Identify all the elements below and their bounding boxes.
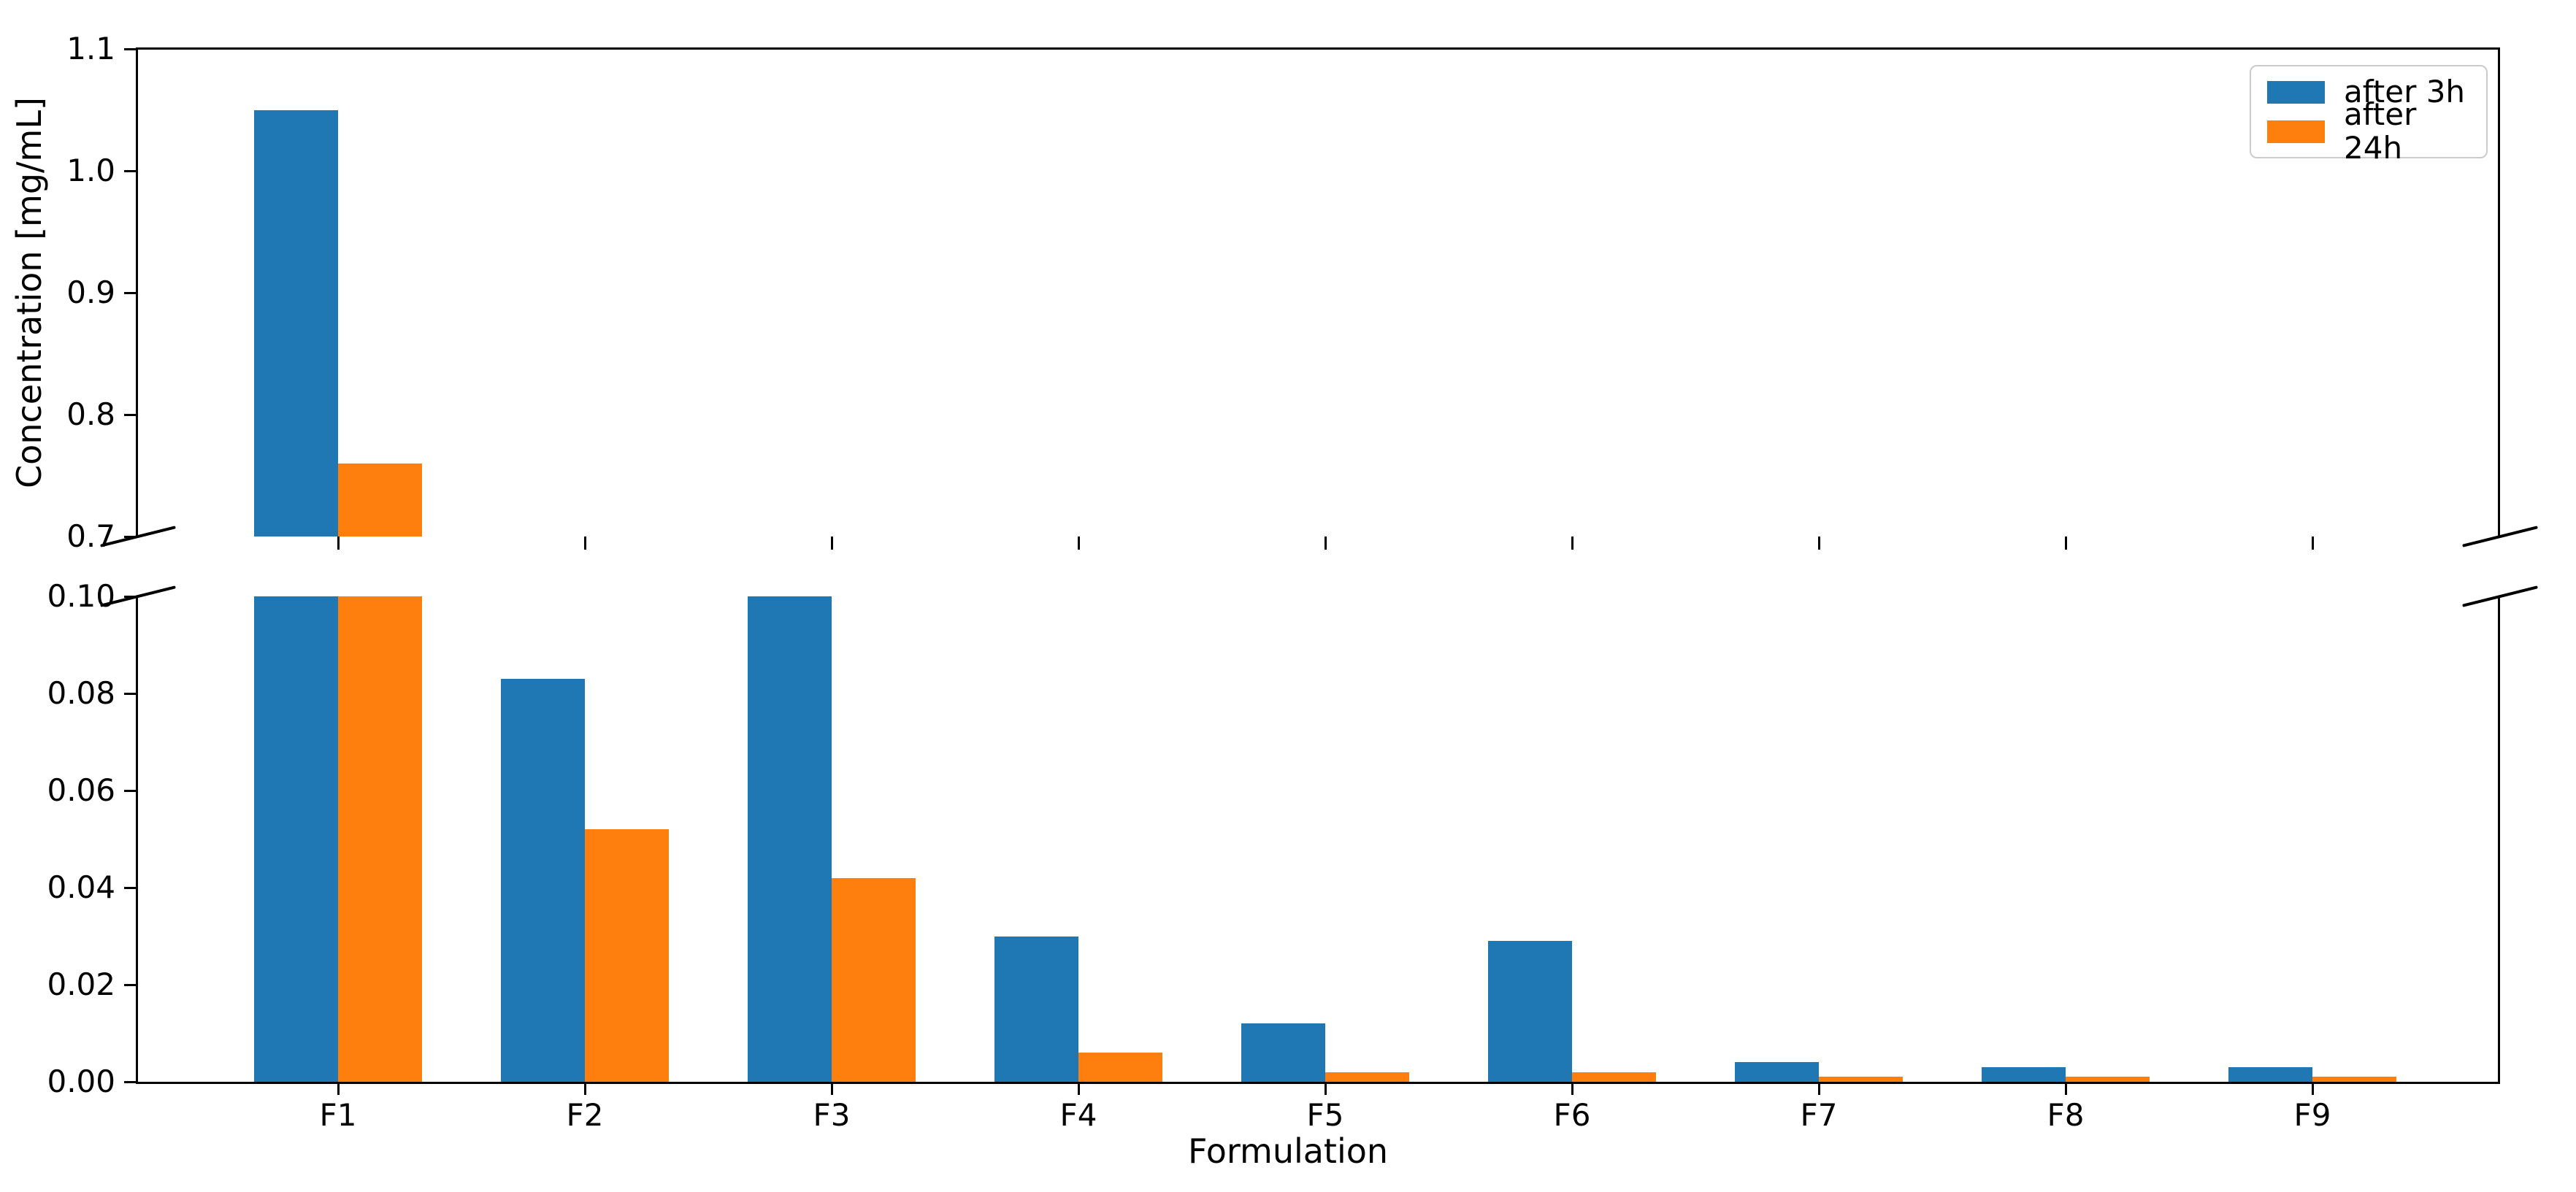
y-tick-mark [124, 47, 137, 50]
bar-f3-after-24h [832, 877, 916, 1082]
x-tick-label: F6 [1553, 1097, 1591, 1133]
y-tick-mark [124, 169, 137, 172]
y-tick-mark [124, 789, 137, 792]
x-tick-label: F9 [2293, 1097, 2331, 1133]
bar-f2-after-24h [585, 829, 669, 1082]
x-tick-mark [337, 1082, 340, 1095]
bar-f9-after-3h [2228, 1067, 2312, 1082]
bar-f5-after-24h [1325, 1072, 1409, 1082]
y-tick-mark [124, 983, 137, 986]
bar-f8-after-3h [1982, 1067, 2066, 1082]
legend-swatch [2267, 120, 2325, 143]
bottom-axis-panel [136, 596, 2500, 1084]
y-tick-label: 0.7 [66, 518, 115, 554]
x-tick-mark [1077, 1082, 1080, 1095]
bar-f3-after-3h [748, 596, 832, 1082]
x-tick-mark [583, 537, 586, 550]
x-tick-mark [2311, 537, 2314, 550]
top-axis-panel [136, 47, 2500, 537]
x-tick-mark [1571, 537, 1573, 550]
x-tick-mark [1817, 1082, 1820, 1095]
legend-label: after 24h [2344, 96, 2417, 166]
x-tick-mark [1324, 1082, 1327, 1095]
bar-f2-after-3h [501, 679, 585, 1082]
x-tick-mark [830, 537, 833, 550]
y-tick-label: 1.1 [66, 31, 115, 66]
x-tick-label: F1 [319, 1097, 357, 1133]
y-tick-label: 0.04 [47, 869, 115, 905]
y-tick-mark [124, 692, 137, 695]
x-tick-mark [2064, 537, 2067, 550]
bar-f5-after-3h [1241, 1023, 1325, 1082]
y-tick-label: 0.9 [66, 274, 115, 310]
bar-f6-after-24h [1572, 1072, 1656, 1082]
x-tick-label: F2 [566, 1097, 604, 1133]
y-tick-mark [124, 886, 137, 889]
x-tick-mark [830, 1082, 833, 1095]
y-tick-label: 0.8 [66, 396, 115, 432]
y-tick-label: 1.0 [66, 153, 115, 188]
x-tick-mark [1324, 537, 1327, 550]
x-tick-label: F3 [813, 1097, 851, 1133]
bar-f1-after-3h [254, 596, 338, 1082]
y-axis-label: Concentration [mg/mL] [9, 97, 49, 488]
x-tick-mark [337, 537, 340, 550]
x-tick-mark [2064, 1082, 2067, 1095]
x-tick-mark [1817, 537, 1820, 550]
y-tick-label: 0.02 [47, 966, 115, 1002]
x-tick-label: F8 [2047, 1097, 2085, 1133]
bar-f6-after-3h [1488, 941, 1572, 1082]
bar-f8-after-24h [2066, 1077, 2150, 1082]
bar-f1-after-24h [338, 596, 422, 1082]
x-tick-mark [1571, 1082, 1573, 1095]
bar-f7-after-24h [1819, 1077, 1903, 1082]
bar-f9-after-24h [2312, 1077, 2396, 1082]
x-tick-mark [583, 1082, 586, 1095]
legend-item: after 3h [2267, 75, 2470, 109]
y-tick-mark [124, 291, 137, 294]
x-tick-mark [2311, 1082, 2314, 1095]
x-tick-label: F5 [1306, 1097, 1344, 1133]
legend-item: after 24h [2267, 98, 2470, 165]
bar-f4-after-3h [994, 936, 1078, 1082]
legend: after 3h after 24h [2250, 65, 2488, 165]
bar-f4-after-24h [1078, 1053, 1162, 1082]
bar-upper-f1-after-3h [254, 109, 338, 537]
y-tick-mark [124, 1080, 137, 1083]
x-tick-label: F4 [1059, 1097, 1097, 1133]
legend-label: after 3h [2344, 74, 2466, 109]
x-tick-mark [1077, 537, 1080, 550]
y-tick-mark [124, 413, 137, 416]
bar-f7-after-3h [1735, 1062, 1819, 1082]
y-tick-label: 0.06 [47, 772, 115, 808]
bar-upper-f1-after-24h [338, 463, 422, 537]
x-axis-label: Formulation [1187, 1131, 1389, 1171]
legend-swatch [2267, 80, 2325, 104]
x-tick-label: F7 [1800, 1097, 1838, 1133]
y-tick-label: 0.00 [47, 1064, 115, 1099]
y-tick-label: 0.08 [47, 675, 115, 711]
y-tick-label: 0.10 [47, 578, 115, 614]
